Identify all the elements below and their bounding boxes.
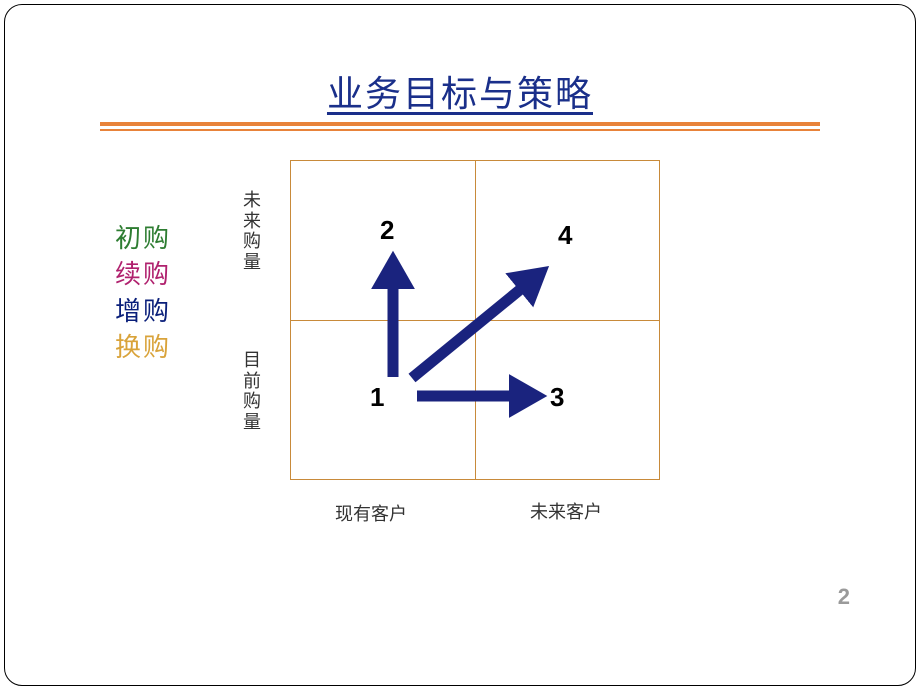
y-label-top: 未来购量 — [243, 190, 261, 273]
slide-title: 业务目标与策略 — [0, 65, 920, 117]
legend: 初购 续购 增购 换购 — [115, 220, 171, 366]
quadrant-num-2: 2 — [380, 215, 394, 246]
legend-item-1: 初购 — [115, 220, 171, 256]
quadrant-num-1: 1 — [370, 382, 384, 413]
quadrant-matrix — [290, 160, 660, 480]
page-number: 2 — [838, 584, 850, 610]
legend-item-2: 续购 — [115, 256, 171, 292]
x-label-left: 现有客户 — [335, 500, 407, 526]
x-label-right: 未来客户 — [530, 498, 602, 524]
legend-item-4: 换购 — [115, 329, 171, 365]
quadrant-num-4: 4 — [558, 220, 572, 251]
legend-item-3: 增购 — [115, 293, 171, 329]
title-rule — [100, 122, 820, 131]
y-label-bottom: 目前购量 — [243, 350, 261, 433]
matrix-hline — [291, 320, 659, 321]
quadrant-num-3: 3 — [550, 382, 564, 413]
